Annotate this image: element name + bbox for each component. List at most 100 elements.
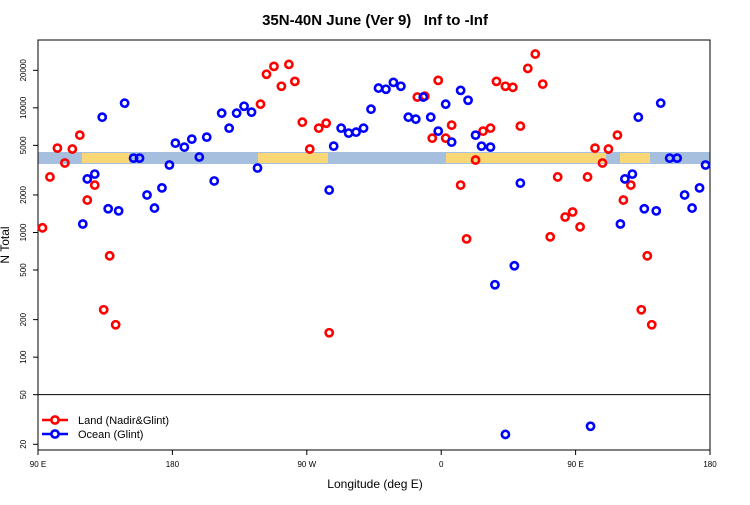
point xyxy=(324,185,335,195)
y-tick-label: 10000 xyxy=(19,96,28,119)
point xyxy=(224,123,235,134)
point xyxy=(507,82,518,93)
point xyxy=(98,304,109,315)
point xyxy=(157,182,167,193)
point xyxy=(490,279,500,290)
point xyxy=(388,77,399,88)
point xyxy=(618,195,629,205)
point xyxy=(403,112,414,123)
point xyxy=(381,84,391,95)
point xyxy=(255,99,266,110)
land-strip xyxy=(258,153,328,163)
point xyxy=(52,143,63,154)
point xyxy=(636,304,647,315)
x-axis-label: Longitude (deg E) xyxy=(327,477,422,491)
x-tick-label: 90 E xyxy=(30,460,46,469)
y-tick-label: 20 xyxy=(19,439,28,448)
point xyxy=(134,153,145,164)
point xyxy=(455,85,466,96)
point xyxy=(446,137,457,147)
point xyxy=(289,76,300,87)
point xyxy=(373,83,384,93)
point xyxy=(530,49,541,59)
point xyxy=(463,95,473,106)
point xyxy=(343,128,354,139)
point xyxy=(679,190,690,200)
point xyxy=(231,108,242,119)
y-axis-label: N Total xyxy=(0,226,12,263)
point xyxy=(639,203,650,214)
chart-title: 35N-40N June (Ver 9) Inf to -Inf xyxy=(262,12,489,29)
point xyxy=(37,222,48,233)
point xyxy=(522,63,533,74)
point xyxy=(104,250,115,261)
point xyxy=(687,203,697,213)
point xyxy=(491,76,502,87)
point xyxy=(201,132,212,143)
point xyxy=(366,104,376,115)
point xyxy=(276,81,287,92)
point xyxy=(433,126,444,137)
point xyxy=(425,112,436,123)
x-tick-label: 90 E xyxy=(567,460,583,469)
point xyxy=(261,69,272,80)
point xyxy=(537,79,548,89)
plot-frame xyxy=(37,39,711,451)
point xyxy=(336,123,347,134)
point xyxy=(97,112,108,123)
y-tick-label: 2000 xyxy=(19,186,28,204)
y-tick-label: 20000 xyxy=(19,59,28,82)
point xyxy=(252,163,263,173)
legend-label: Land (Nadir&Glint) xyxy=(78,415,169,427)
land-strip xyxy=(620,153,650,163)
legend-marker xyxy=(50,415,60,425)
point xyxy=(74,130,85,141)
point xyxy=(545,231,556,242)
point xyxy=(625,180,636,190)
point xyxy=(427,133,438,144)
point xyxy=(119,98,130,109)
point xyxy=(142,190,152,200)
point xyxy=(455,180,466,190)
point xyxy=(418,92,429,102)
point xyxy=(239,101,249,112)
point xyxy=(633,112,644,123)
point xyxy=(313,123,324,134)
point xyxy=(567,207,578,217)
y-tick-label: 5000 xyxy=(19,136,28,154)
x-tick-label: 180 xyxy=(703,460,717,469)
point xyxy=(560,212,571,222)
point xyxy=(67,144,78,154)
point xyxy=(110,319,121,330)
point xyxy=(478,126,488,137)
point xyxy=(476,141,487,152)
point xyxy=(440,99,451,110)
point xyxy=(89,180,100,190)
point xyxy=(82,195,93,205)
point xyxy=(619,174,630,184)
point xyxy=(216,108,227,119)
point xyxy=(446,120,457,131)
point xyxy=(269,61,279,72)
y-tick-label: 1000 xyxy=(19,223,28,241)
point xyxy=(351,127,361,138)
point xyxy=(433,75,444,86)
point xyxy=(297,117,308,128)
point xyxy=(651,206,662,216)
point xyxy=(627,169,638,180)
point xyxy=(509,260,520,271)
point xyxy=(358,123,369,134)
point xyxy=(89,169,100,180)
point xyxy=(179,142,190,153)
point xyxy=(246,107,257,118)
point xyxy=(646,319,657,330)
point xyxy=(515,178,526,188)
point xyxy=(304,144,315,154)
point xyxy=(324,327,335,338)
y-tick-label: 100 xyxy=(19,350,28,364)
y-tick-label: 200 xyxy=(19,312,28,326)
point xyxy=(615,219,626,229)
y-tick-label: 500 xyxy=(19,263,28,277)
